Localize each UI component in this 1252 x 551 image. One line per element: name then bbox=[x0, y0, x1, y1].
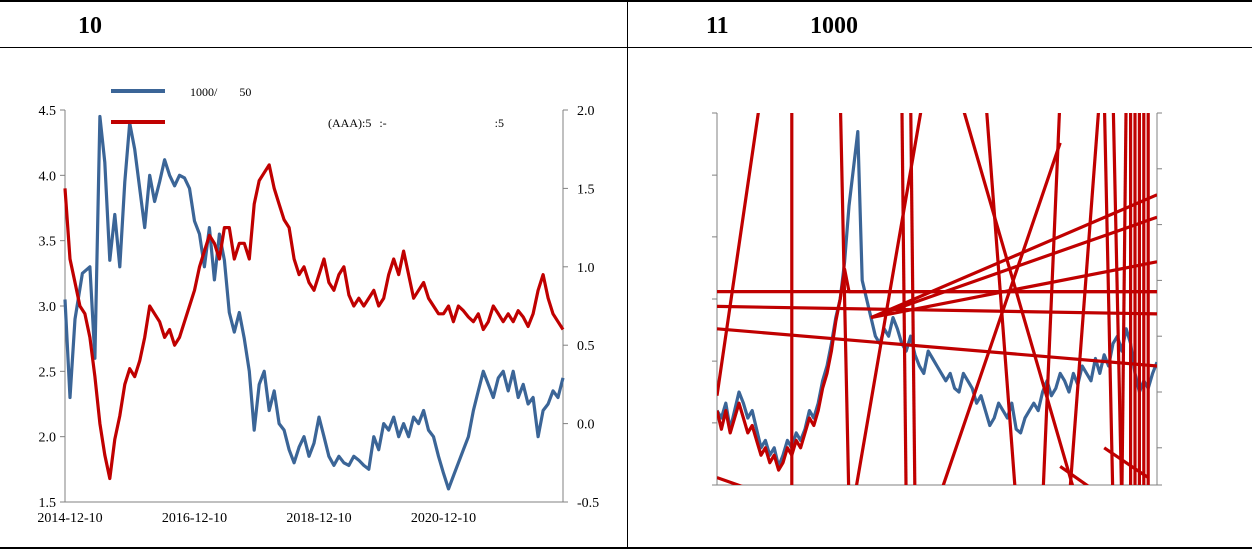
right-y-tick-label: 0.5 bbox=[577, 339, 595, 354]
red-artifact-segment bbox=[870, 215, 1157, 320]
series-line-red bbox=[63, 163, 565, 481]
left-y-tick-label: 2.5 bbox=[39, 365, 57, 380]
red-artifact-segment bbox=[870, 260, 1157, 320]
red-artifact-segment bbox=[717, 476, 743, 485]
left-panel-title: 10 bbox=[78, 13, 102, 39]
red-artifact-segment bbox=[941, 142, 1062, 485]
series-line-blue bbox=[63, 114, 565, 491]
left-y-tick-label: 3.5 bbox=[39, 235, 57, 250]
red-artifact-segment bbox=[962, 113, 1075, 485]
red-artifact-segment bbox=[1068, 113, 1101, 485]
red-artifact-segment bbox=[985, 113, 1017, 485]
red-artifact-segment bbox=[900, 113, 908, 485]
left-y-tick-label: 3.0 bbox=[39, 300, 57, 315]
red-artifact-segment bbox=[1059, 465, 1090, 485]
red-artifact-segment bbox=[1041, 113, 1062, 485]
x-tick-label: 2016-12-10 bbox=[162, 511, 227, 526]
red-artifact-segment bbox=[838, 113, 851, 485]
right-series-line-red bbox=[717, 267, 1157, 472]
red-artifact-segment bbox=[1111, 113, 1124, 485]
right-y-tick-label: 0.0 bbox=[577, 418, 595, 433]
right-panel-title-number: 11 bbox=[706, 13, 729, 39]
left-y-tick-label: 4.5 bbox=[39, 104, 57, 119]
bottom-rule bbox=[0, 547, 1252, 549]
right-y-tick-label: 1.0 bbox=[577, 261, 595, 276]
panel-divider bbox=[627, 0, 628, 549]
red-artifact-segment bbox=[717, 113, 760, 396]
red-artifact-segment bbox=[1120, 113, 1128, 485]
x-tick-label: 2020-12-10 bbox=[411, 511, 476, 526]
right-y-tick-label: -0.5 bbox=[577, 496, 599, 511]
legend-label-red: (AAA):5:-:5 bbox=[328, 116, 504, 130]
left-y-tick-label: 1.5 bbox=[39, 496, 57, 511]
top-rule bbox=[0, 0, 1252, 2]
left-y-tick-label: 4.0 bbox=[39, 169, 57, 184]
left-y-tick-label: 2.0 bbox=[39, 431, 57, 446]
header-rule bbox=[0, 47, 1252, 48]
red-artifact-segment bbox=[1103, 446, 1150, 479]
red-artifact-segment bbox=[909, 113, 917, 485]
red-artifact-segment bbox=[854, 113, 923, 485]
x-tick-label: 2014-12-10 bbox=[37, 511, 102, 526]
left-chart: 1.5 2.0 2.5 3.0 3.5 4.0 4.5 -0.5 0.0 0.5 1.0 1.5 2.0… bbox=[37, 85, 599, 526]
right-y-tick-label: 2.0 bbox=[577, 104, 595, 119]
red-artifact-segment bbox=[717, 327, 1157, 368]
legend-label-blue: 1000/50 bbox=[190, 85, 251, 99]
red-artifact-segment bbox=[870, 193, 1157, 320]
red-artifact-segment bbox=[717, 304, 1157, 316]
right-y-tick-label: 1.5 bbox=[577, 182, 595, 197]
x-tick-label: 2018-12-10 bbox=[286, 511, 351, 526]
right-panel-title-text: 1000 bbox=[810, 13, 858, 39]
right-series-line-blue bbox=[717, 130, 1157, 468]
red-artifact-segment bbox=[1102, 113, 1115, 485]
